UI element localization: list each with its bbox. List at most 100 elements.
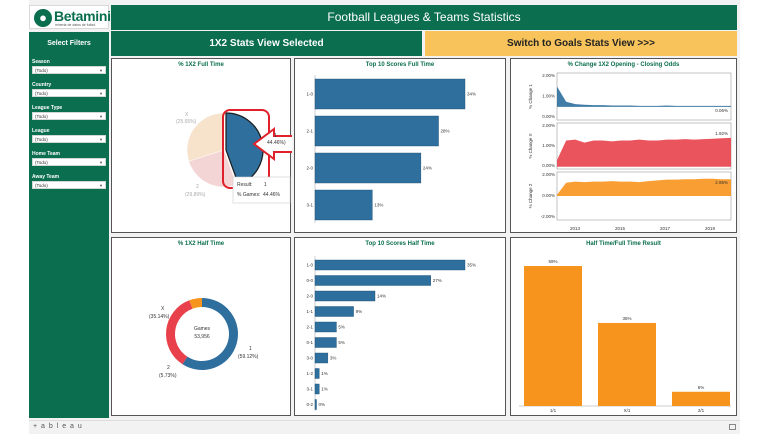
score-label-3-1: 3-1 (306, 387, 313, 392)
score-bar-1-1[interactable] (314, 306, 354, 317)
tooltip-games-label: % Games: (237, 192, 260, 198)
score-value-0-1: 5% (338, 340, 345, 345)
htft-value-2/1: 6% (698, 385, 705, 390)
score-bar-1-2[interactable] (314, 368, 320, 379)
ft-pie-chart: X (25.65%) 1 44.46%) 2 (29.89%) Result: … (176, 109, 292, 204)
odds-last-value: 2.95% (715, 180, 728, 185)
chevron-down-icon: ▼ (99, 183, 103, 188)
score-bar-3-1[interactable] (314, 189, 373, 221)
ft-1x2-panel: % 1X2 Full Time X (25.65%) 1 44.46%) 2 (… (111, 58, 292, 233)
odds-last-value: 1.92% (715, 131, 728, 136)
score-value-0-0: 27% (433, 278, 442, 283)
filter-season-select[interactable]: (Todo) ▼ (32, 66, 106, 74)
htft-bar-1/1[interactable] (524, 266, 582, 406)
donut-center-label: Games (194, 326, 211, 332)
odds-area-3[interactable] (557, 178, 731, 196)
donut-label-1: 1 (249, 346, 252, 352)
score-value-1-2: 1% (321, 371, 328, 376)
share-icon[interactable] (729, 424, 736, 430)
filters-sidebar: Select Filters Season (Todo) ▼ Country (T… (29, 32, 109, 418)
filter-country-select[interactable]: (Todo) ▼ (32, 89, 106, 97)
odds-area-2[interactable] (557, 137, 731, 167)
htft-value-1/1: 59% (548, 259, 557, 264)
donut-label-1-pct: (59.12%) (238, 354, 259, 360)
panel-title: Half Time/Full Time Result (586, 241, 661, 247)
score-label-3-0: 3-0 (306, 356, 313, 361)
tableau-logo[interactable]: + a b l e a u (33, 423, 83, 430)
panel-title: % 1X2 Full Time (178, 62, 224, 68)
htft-bar-X/1[interactable] (598, 322, 656, 406)
donut-slice-2[interactable] (189, 298, 202, 309)
pie-label-2-pct: (29.89%) (185, 192, 206, 198)
odds-x-tick: 2017 (660, 226, 671, 231)
donut-label-x-pct: (35.14%) (149, 314, 170, 320)
htft-bar-2/1[interactable] (672, 391, 730, 406)
score-value-2-0: 14% (377, 294, 386, 299)
filter-league-select[interactable]: (Todo) ▼ (32, 135, 106, 143)
panel-title: % Change 1X2 Opening - Closing Odds (567, 62, 680, 68)
htft-chart: 59% 1/1 35% X/1 6% 2/1 (519, 259, 731, 413)
tooltip-games-value: 44.46% (263, 192, 281, 198)
odds-x-tick: 2019 (705, 226, 716, 231)
pie-tooltip: Result: 1 % Games: 44.46% (232, 176, 291, 204)
odds-change-panel: % Change 1X2 Opening - Closing Odds 2.00… (510, 58, 737, 233)
score-bar-0-2[interactable] (314, 399, 317, 410)
score-bar-0-1[interactable] (314, 337, 337, 348)
goals-view-button[interactable]: Switch to Goals Stats View >>> (425, 31, 737, 56)
score-bar-2-1[interactable] (314, 321, 337, 333)
score-label-2-1: 2-1 (306, 325, 313, 330)
tooltip-result-label: Result: (237, 182, 253, 188)
ft-pie-slices (186, 112, 264, 188)
odds-last-value: 0.06% (715, 108, 728, 113)
betaminic-logo[interactable]: ● Betaminic mineria de datos de futbol (29, 5, 119, 29)
donut-slice-1[interactable] (182, 298, 238, 370)
score-bar-2-0[interactable] (314, 290, 376, 302)
filter-league-type-select[interactable]: (Todo) ▼ (32, 112, 106, 120)
score-bar-2-0[interactable] (314, 152, 422, 184)
score-value-0-2: 0% (319, 402, 326, 407)
htft-label-1/1: 1/1 (550, 408, 557, 413)
score-bar-3-0[interactable] (314, 352, 329, 364)
score-label-2-0: 2-0 (306, 166, 313, 171)
filter-league-label: League (32, 128, 50, 134)
pie-slice-2[interactable] (186, 112, 225, 162)
chevron-down-icon: ▼ (99, 160, 103, 165)
ht-scores-chart: 1-0 35% 0-0 27% 2-0 14% 1-1 9% 2-1 5% 0-1 5% 3-0 3% 1-… (306, 256, 476, 411)
odds-y-tick: 0.00% (542, 193, 555, 198)
odds-y-tick: -2.00% (541, 214, 555, 219)
odds-y-tick: 1.00% (542, 94, 555, 99)
score-bar-1-0[interactable] (314, 259, 466, 271)
htft-panel: Half Time/Full Time Result 59% 1/1 35% X/1 6… (510, 237, 737, 416)
score-label-1-2: 1-2 (306, 371, 313, 376)
chevron-down-icon: ▼ (99, 137, 103, 142)
donut-label-x: X (161, 306, 165, 312)
odds-area-1[interactable] (557, 86, 731, 107)
score-value-2-1: 5% (338, 325, 345, 330)
score-bar-0-0[interactable] (314, 275, 431, 286)
filter-away-team-select[interactable]: (Todo) ▼ (32, 181, 106, 189)
1x2-view-button[interactable]: 1X2 Stats View Selected (111, 31, 422, 56)
score-bar-2-1[interactable] (314, 115, 439, 147)
pie-label-1-pct: 44.46%) (267, 140, 286, 146)
filter-country-value: (Todo) (35, 91, 48, 96)
ht-donut-slices (166, 298, 238, 370)
score-value-1-0: 34% (467, 92, 476, 97)
score-value-3-1: 13% (374, 203, 383, 208)
filter-away-team-label: Away Team (32, 174, 60, 180)
logo-text: Betaminic (54, 8, 119, 24)
filter-home-team-select[interactable]: (Todo) ▼ (32, 158, 106, 166)
odds-y-tick: 0.00% (542, 163, 555, 168)
score-label-3-1: 3-1 (306, 203, 313, 208)
pie-label-2: 2 (196, 184, 199, 190)
donut-slice-x[interactable] (166, 300, 193, 365)
tooltip-result-value: 1 (264, 182, 267, 188)
score-label-1-1: 1-1 (306, 309, 313, 314)
score-label-1-0: 1-0 (306, 92, 313, 97)
filter-home-team-value: (Todo) (35, 160, 48, 165)
score-label-2-0: 2-0 (306, 294, 313, 299)
score-bar-1-0[interactable] (314, 78, 466, 110)
score-label-0-1: 0-1 (306, 340, 313, 345)
score-bar-3-1[interactable] (314, 383, 320, 395)
odds-y-label: % Change 2 (528, 183, 533, 208)
odds-y-tick: 2.00% (542, 73, 555, 78)
